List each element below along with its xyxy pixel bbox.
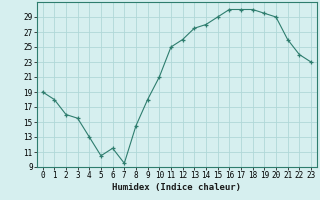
X-axis label: Humidex (Indice chaleur): Humidex (Indice chaleur) bbox=[112, 183, 241, 192]
